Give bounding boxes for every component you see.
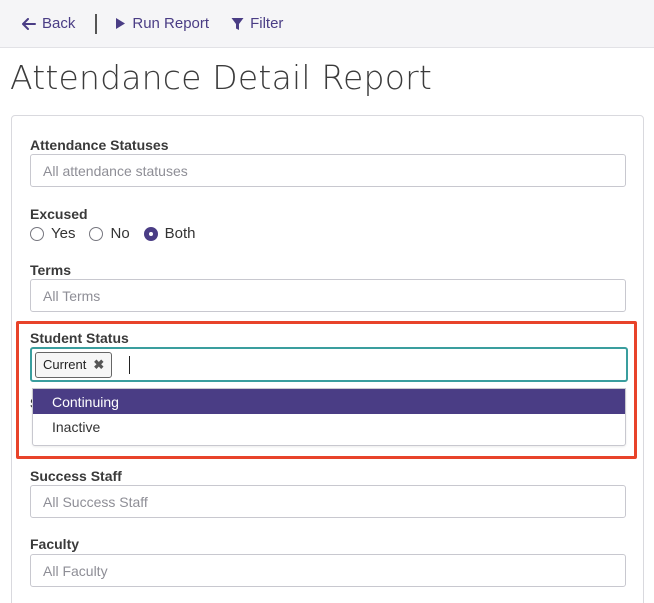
success-staff-placeholder: All Success Staff	[43, 493, 148, 510]
toolbar: Back Run Report Filter	[0, 0, 654, 48]
success-staff-input[interactable]: All Success Staff	[30, 485, 626, 518]
close-icon[interactable]: ✖	[93, 356, 105, 372]
radio-unchecked-icon	[89, 226, 104, 241]
radio-unchecked-icon	[30, 226, 44, 241]
excused-radio-both-label: Both	[164, 225, 196, 242]
chip-label: Current	[43, 357, 87, 372]
faculty-input[interactable]: All Faculty	[30, 554, 626, 587]
text-cursor	[129, 355, 131, 374]
attendance-statuses-label: Attendance Statuses	[30, 137, 169, 153]
student-status-input[interactable]: Current ✖	[30, 347, 628, 382]
excused-label: Excused	[30, 206, 88, 222]
dropdown-option-inactive[interactable]: Inactive	[52, 419, 101, 435]
play-icon	[115, 17, 126, 30]
excused-radio-group: Yes No Both	[30, 225, 210, 242]
run-report-label: Run Report	[132, 15, 210, 32]
run-report-button[interactable]: Run Report	[115, 15, 209, 32]
terms-label: Terms	[30, 262, 71, 278]
page-title: Attendance Detail Report	[10, 58, 433, 97]
student-status-label: Student Status	[30, 330, 129, 346]
faculty-label: Faculty	[30, 536, 80, 552]
filter-label: Filter	[250, 15, 284, 32]
dropdown-option-continuing[interactable]: Continuing	[33, 389, 625, 414]
student-status-chip: Current ✖	[35, 351, 113, 378]
arrow-left-icon	[22, 17, 36, 30]
student-status-dropdown: Continuing Inactive	[32, 388, 626, 446]
faculty-placeholder: All Faculty	[43, 562, 108, 579]
excused-radio-both[interactable]: Both	[143, 225, 196, 242]
attendance-statuses-input[interactable]: All attendance statuses	[30, 154, 626, 187]
terms-input[interactable]: All Terms	[30, 279, 626, 312]
excused-radio-yes[interactable]: Yes	[30, 225, 75, 242]
toolbar-divider	[95, 13, 98, 34]
back-button[interactable]: Back	[22, 15, 75, 32]
terms-placeholder: All Terms	[43, 287, 101, 304]
success-staff-label: Success Staff	[30, 468, 122, 484]
excused-radio-yes-label: Yes	[51, 225, 76, 242]
back-label: Back	[42, 15, 76, 32]
excused-radio-no-label: No	[110, 225, 130, 242]
attendance-statuses-placeholder: All attendance statuses	[43, 162, 188, 179]
radio-checked-icon	[143, 226, 158, 241]
excused-radio-no[interactable]: No	[89, 225, 130, 242]
funnel-icon	[231, 17, 244, 31]
filter-button[interactable]: Filter	[231, 15, 283, 32]
